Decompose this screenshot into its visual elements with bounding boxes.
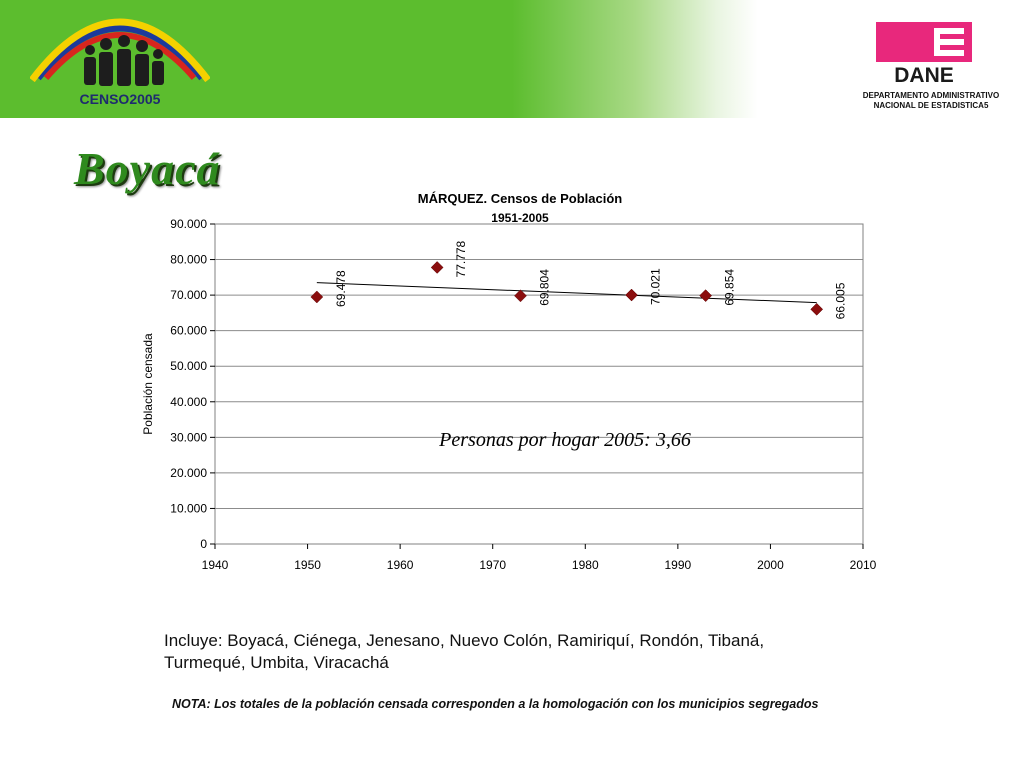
plot-area bbox=[214, 223, 864, 545]
data-points bbox=[310, 261, 824, 316]
data-label: 69.804 bbox=[537, 269, 551, 306]
arc-blue bbox=[35, 24, 205, 81]
municipalities-line2: Turmequé, Umbita, Viracachá bbox=[164, 653, 389, 672]
x-tick-label: 1940 bbox=[202, 558, 229, 572]
chart-annotation: Personas por hogar 2005: 3,66 bbox=[438, 429, 691, 451]
people-icon bbox=[84, 35, 164, 86]
x-tick-label: 1980 bbox=[572, 558, 599, 572]
y-tick-label: 10.000 bbox=[170, 501, 207, 515]
data-point bbox=[625, 288, 638, 302]
footnote: NOTA: Los totales de la población censad… bbox=[172, 697, 819, 711]
data-label: 66.005 bbox=[834, 282, 848, 319]
data-point bbox=[810, 302, 824, 316]
data-point bbox=[699, 289, 712, 302]
x-tick-label: 1990 bbox=[665, 558, 692, 572]
x-tick-label: 2010 bbox=[850, 558, 877, 572]
trendline bbox=[316, 282, 817, 304]
page-title: Boyacá bbox=[74, 143, 221, 194]
chart-title: MÁRQUEZ. Censos de Población bbox=[418, 191, 622, 206]
x-tick-label: 1960 bbox=[387, 558, 414, 572]
x-tick-label: 2000 bbox=[757, 558, 784, 572]
data-point bbox=[430, 261, 444, 274]
y-axis-label: Población censada bbox=[141, 333, 155, 435]
data-label: 69.854 bbox=[723, 269, 737, 306]
dane-subtitle: DEPARTAMENTO ADMINISTRATIVO NACIONAL DE … bbox=[848, 91, 1014, 111]
y-tick-label: 90.000 bbox=[170, 217, 207, 231]
dane-subtitle-line2: NACIONAL DE ESTADISTICA5 bbox=[873, 101, 989, 110]
y-tick-label: 60.000 bbox=[170, 324, 207, 338]
x-axis-ticks: 1940 1950 1960 1970 1980 1990 2000 2010 bbox=[202, 544, 877, 572]
censo-logo-text: CENSO2005 bbox=[80, 91, 161, 107]
data-point bbox=[514, 289, 527, 303]
data-label: 77.778 bbox=[454, 240, 468, 277]
data-labels: 69.478 77.778 69.804 70.021 69.854 66.005 bbox=[334, 240, 848, 319]
y-tick-label: 0 bbox=[200, 537, 207, 551]
data-label: 69.478 bbox=[334, 270, 348, 307]
dane-logo-text: DANE bbox=[894, 64, 954, 86]
y-tick-label: 40.000 bbox=[170, 395, 207, 409]
y-tick-label: 30.000 bbox=[170, 430, 207, 444]
data-point bbox=[310, 290, 324, 304]
y-tick-label: 80.000 bbox=[170, 253, 207, 267]
x-tick-label: 1950 bbox=[294, 558, 321, 572]
municipalities-line1: Incluye: Boyacá, Ciénega, Jenesano, Nuev… bbox=[164, 631, 765, 650]
population-chart: MÁRQUEZ. Censos de Población 1951-2005 0… bbox=[141, 191, 877, 572]
y-tick-label: 50.000 bbox=[170, 359, 207, 373]
chart-subtitle: 1951-2005 bbox=[491, 211, 549, 225]
dane-subtitle-line1: DEPARTAMENTO ADMINISTRATIVO bbox=[862, 91, 1000, 100]
dane-logo: DANE bbox=[876, 22, 972, 86]
censo-2005-logo: CENSO2005 bbox=[30, 18, 210, 107]
arc-yellow bbox=[30, 18, 210, 83]
arc-red bbox=[43, 32, 197, 80]
grid-lines bbox=[215, 223, 863, 509]
x-tick-label: 1970 bbox=[479, 558, 506, 572]
data-label: 70.021 bbox=[649, 268, 663, 305]
y-tick-label: 70.000 bbox=[170, 288, 207, 302]
y-tick-label: 20.000 bbox=[170, 466, 207, 480]
dane-e-icon bbox=[934, 28, 964, 56]
municipalities-note: Incluye: Boyacá, Ciénega, Jenesano, Nuev… bbox=[164, 630, 924, 674]
y-axis-ticks: 0 10.000 20.000 30.000 40.000 50.000 60.000 70.… bbox=[170, 217, 215, 551]
